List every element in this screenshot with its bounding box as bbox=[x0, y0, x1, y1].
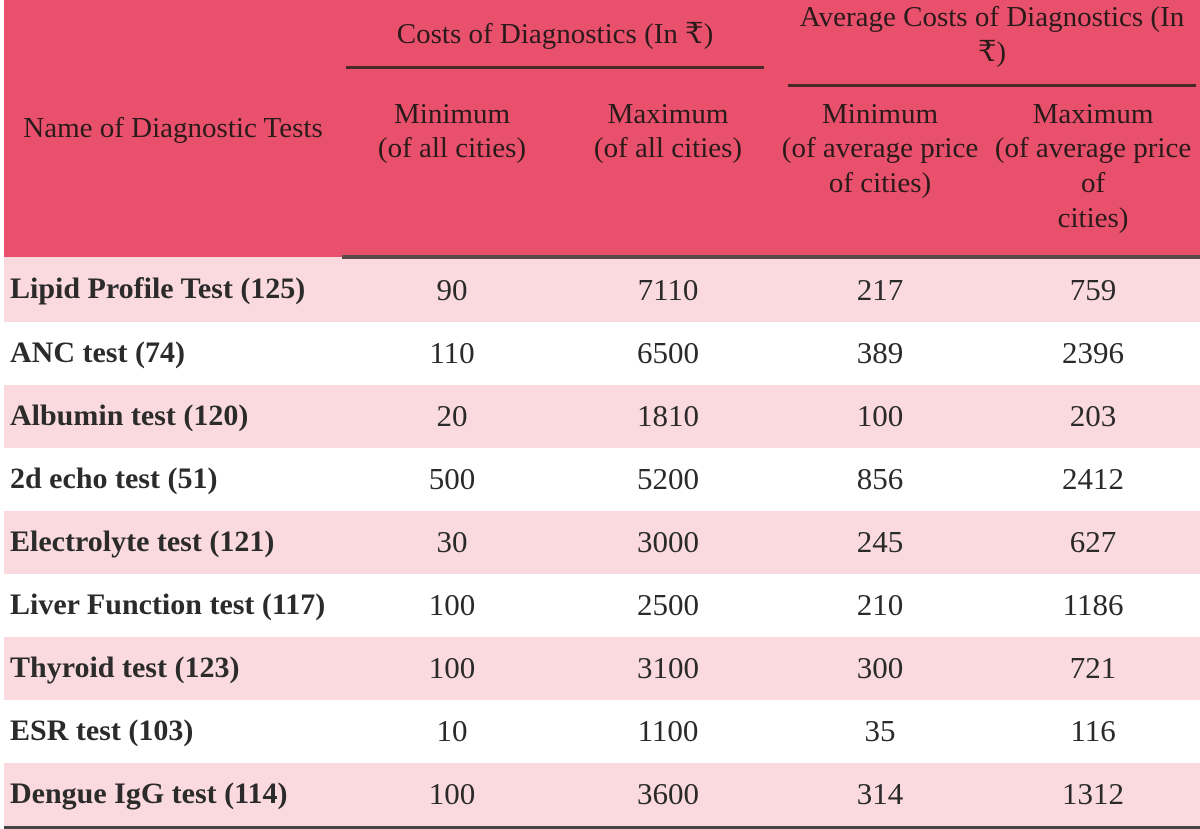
max-cost-cell: 3100 bbox=[562, 636, 775, 700]
avg-max-cost-cell: 2412 bbox=[986, 447, 1200, 511]
test-name-cell: Liver Function test (117) bbox=[4, 573, 342, 637]
min-cost-cell: 90 bbox=[342, 256, 562, 322]
min-cost-cell: 100 bbox=[342, 573, 562, 637]
avg-min-cost-cell: 300 bbox=[774, 636, 987, 700]
max-cost-cell: 2500 bbox=[562, 573, 775, 637]
test-name-cell: Electrolyte test (121) bbox=[4, 510, 342, 574]
avg-max-cost-cell: 759 bbox=[986, 256, 1200, 322]
min-cost-cell: 110 bbox=[342, 321, 562, 385]
table-row: Liver Function test (117) 100 2500 210 1… bbox=[4, 573, 1200, 637]
max-cost-cell: 1100 bbox=[562, 699, 775, 763]
avg-min-cost-cell: 389 bbox=[774, 321, 987, 385]
test-name-cell: Albumin test (120) bbox=[4, 384, 342, 448]
test-name-cell: 2d echo test (51) bbox=[4, 447, 342, 511]
avg-max-cost-cell: 203 bbox=[986, 384, 1200, 448]
avg-max-cost-cell: 1312 bbox=[986, 762, 1200, 829]
max-cost-cell: 1810 bbox=[562, 384, 775, 448]
header-costs-group-label: Costs of Diagnostics (In ₹) bbox=[346, 17, 765, 70]
header-min-avg-price: Minimum (of average price of cities) bbox=[774, 86, 987, 259]
table-row: Electrolyte test (121) 30 3000 245 627 bbox=[4, 510, 1200, 574]
table-row: Dengue IgG test (114) 100 3600 314 1312 bbox=[4, 762, 1200, 829]
header-max-all-cities: Maximum (of all cities) bbox=[562, 86, 775, 259]
max-cost-cell: 3600 bbox=[562, 762, 775, 829]
max-cost-cell: 6500 bbox=[562, 321, 775, 385]
min-cost-cell: 30 bbox=[342, 510, 562, 574]
max-cost-cell: 3000 bbox=[562, 510, 775, 574]
header-test-name: Name of Diagnostic Tests bbox=[4, 0, 342, 257]
diagnostics-cost-table-container: Name of Diagnostic Tests Costs of Diagno… bbox=[4, 0, 1200, 829]
table-row: Thyroid test (123) 100 3100 300 721 bbox=[4, 636, 1200, 700]
avg-min-cost-cell: 217 bbox=[774, 256, 987, 322]
table-header: Name of Diagnostic Tests Costs of Diagno… bbox=[4, 0, 1200, 259]
avg-max-cost-cell: 721 bbox=[986, 636, 1200, 700]
test-name-cell: ESR test (103) bbox=[4, 699, 342, 763]
avg-max-cost-cell: 627 bbox=[986, 510, 1200, 574]
min-cost-cell: 10 bbox=[342, 699, 562, 763]
test-name-cell: Lipid Profile Test (125) bbox=[4, 256, 342, 322]
test-name-cell: Dengue IgG test (114) bbox=[4, 762, 342, 829]
header-min-all-cities: Minimum (of all cities) bbox=[342, 86, 562, 259]
avg-min-cost-cell: 35 bbox=[774, 699, 987, 763]
avg-min-cost-cell: 100 bbox=[774, 384, 987, 448]
test-name-cell: ANC test (74) bbox=[4, 321, 342, 385]
table-row: ESR test (103) 10 1100 35 116 bbox=[4, 699, 1200, 763]
table-row: Lipid Profile Test (125) 90 7110 217 759 bbox=[4, 256, 1200, 322]
table-body: Lipid Profile Test (125) 90 7110 217 759… bbox=[4, 256, 1200, 829]
header-avg-costs-group-label: Average Costs of Diagnostics (In ₹) bbox=[788, 0, 1197, 87]
min-cost-cell: 20 bbox=[342, 384, 562, 448]
max-cost-cell: 5200 bbox=[562, 447, 775, 511]
diagnostics-cost-table: Name of Diagnostic Tests Costs of Diagno… bbox=[4, 0, 1200, 829]
avg-max-cost-cell: 2396 bbox=[986, 321, 1200, 385]
table-row: Albumin test (120) 20 1810 100 203 bbox=[4, 384, 1200, 448]
min-cost-cell: 100 bbox=[342, 762, 562, 829]
header-avg-costs-group: Average Costs of Diagnostics (In ₹) bbox=[774, 0, 1200, 87]
avg-max-cost-cell: 116 bbox=[986, 699, 1200, 763]
avg-min-cost-cell: 856 bbox=[774, 447, 987, 511]
min-cost-cell: 500 bbox=[342, 447, 562, 511]
avg-min-cost-cell: 314 bbox=[774, 762, 987, 829]
header-max-avg-price: Maximum (of average price of cities) bbox=[986, 86, 1200, 259]
max-cost-cell: 7110 bbox=[562, 256, 775, 322]
avg-min-cost-cell: 210 bbox=[774, 573, 987, 637]
avg-min-cost-cell: 245 bbox=[774, 510, 987, 574]
table-row: ANC test (74) 110 6500 389 2396 bbox=[4, 321, 1200, 385]
min-cost-cell: 100 bbox=[342, 636, 562, 700]
header-costs-group: Costs of Diagnostics (In ₹) bbox=[342, 0, 775, 87]
test-name-cell: Thyroid test (123) bbox=[4, 636, 342, 700]
table-row: 2d echo test (51) 500 5200 856 2412 bbox=[4, 447, 1200, 511]
avg-max-cost-cell: 1186 bbox=[986, 573, 1200, 637]
